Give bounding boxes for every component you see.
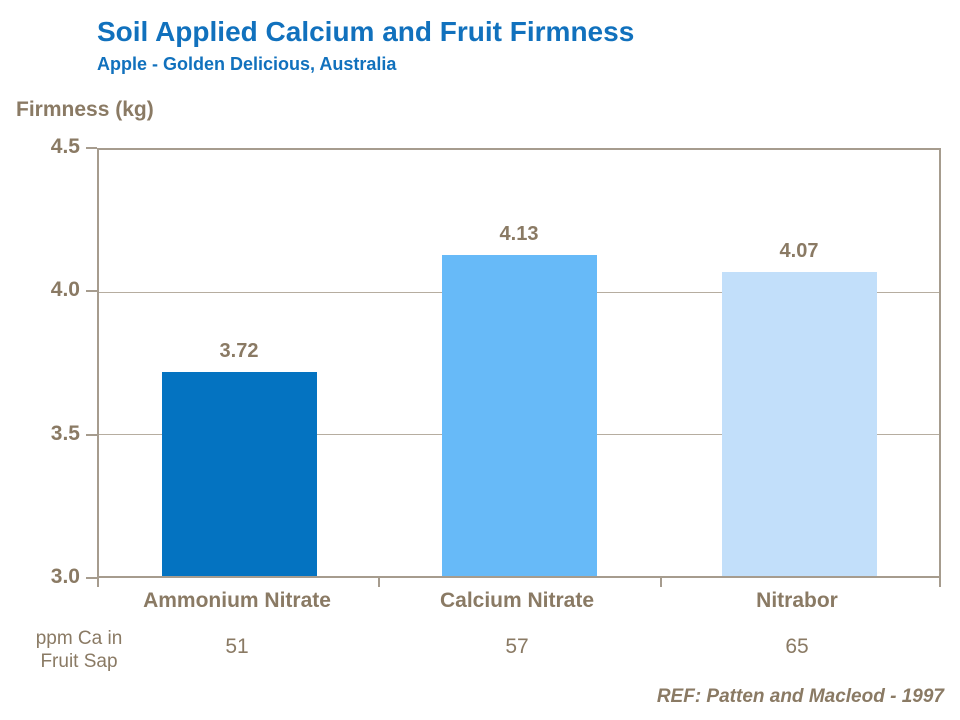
x-axis-tick	[97, 578, 99, 587]
chart-subtitle: Apple - Golden Delicious, Australia	[97, 54, 397, 74]
y-axis-tick-label: 3.5	[50, 421, 80, 445]
x-axis-tick	[378, 578, 381, 587]
y-axis-tick-label: 4.0	[50, 278, 80, 302]
y-axis-tick	[86, 290, 97, 293]
bar-calcium-nitrate	[441, 255, 597, 576]
bar-value-label: 4.07	[779, 240, 819, 263]
x-axis-tick	[659, 578, 662, 587]
y-axis-tick-label: 3.0	[50, 565, 80, 589]
secondary-row-value: 57	[505, 635, 529, 658]
bar-nitrabor	[721, 272, 877, 576]
chart-title: Soil Applied Calcium and Fruit Firmness	[97, 16, 635, 47]
y-axis-tick-label: 4.5	[50, 135, 80, 159]
secondary-row-value: 65	[785, 635, 809, 658]
x-axis-category-label: Nitrabor	[756, 589, 838, 612]
reference-text: REF: Patten and Macleod - 1997	[656, 686, 944, 707]
bar-ammonium-nitrate	[161, 371, 317, 576]
y-axis-tick	[86, 433, 97, 436]
secondary-row-value: 51	[225, 635, 249, 658]
bar-value-label: 4.13	[499, 223, 539, 246]
x-axis-category-label: Ammonium Nitrate	[143, 589, 331, 612]
secondary-row-caption-line1: ppm Ca in	[35, 628, 123, 649]
plot-area: 3.72 4.13 4.07	[97, 148, 941, 578]
bar-value-label: 3.72	[219, 339, 259, 362]
y-axis-tick	[86, 147, 97, 149]
y-axis-title: Firmness (kg)	[16, 98, 154, 121]
y-axis-tick	[86, 577, 97, 579]
secondary-row-caption: ppm Ca in Fruit Sap	[14, 627, 144, 673]
x-axis-tick	[939, 578, 941, 587]
secondary-row-caption-line2: Fruit Sap	[40, 651, 118, 672]
x-axis-category-label: Calcium Nitrate	[439, 589, 595, 612]
